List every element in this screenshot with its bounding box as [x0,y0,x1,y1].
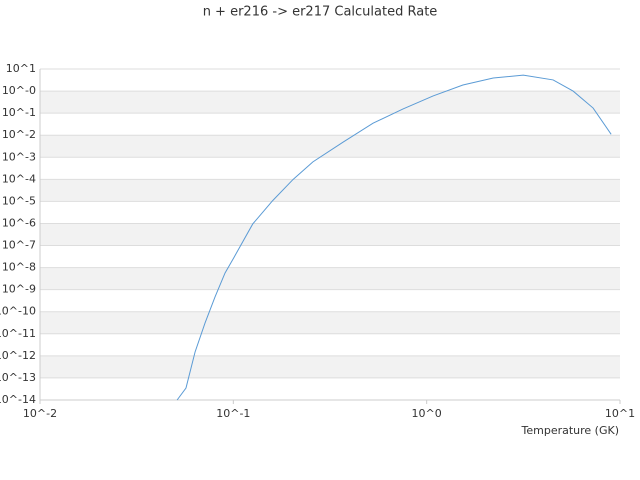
grid-band [40,267,620,290]
x-axis-label: Temperature (GK) [521,424,620,437]
y-tick-label: 10^-10 [0,305,36,318]
grid-band [40,91,620,114]
grid-band [40,135,620,158]
y-tick-label: 10^-13 [0,371,36,384]
y-tick-label: 10^-8 [2,261,36,274]
y-tick-label: 10^-7 [2,239,36,252]
grid-band [40,355,620,378]
y-tick-label: 10^-9 [2,283,36,296]
grid-band [40,179,620,202]
x-tick-label: 10^-1 [216,407,250,420]
y-tick-label: 10^-4 [2,172,36,185]
y-tick-label: 10^-12 [0,349,36,362]
y-tick-label: 10^-14 [0,393,36,406]
y-tick-label: 10^-6 [2,216,36,229]
y-tick-label: 10^-3 [2,150,36,163]
y-tick-label: 10^-5 [2,194,36,207]
data-line [176,74,612,401]
grid-band [40,311,620,334]
y-tick-label: 10^-0 [2,84,36,97]
y-tick-label: 10^-1 [2,106,36,119]
grid-band [40,223,620,246]
x-tick-label: 10^-2 [23,407,57,420]
y-tick-label: 10^-2 [2,128,36,141]
x-tick-label: 10^1 [605,407,635,420]
y-tick-label: 10^1 [6,62,36,75]
chart-title: n + er216 -> er217 Calculated Rate [203,5,438,20]
y-tick-label: 10^-11 [0,327,36,340]
x-tick-label: 10^0 [412,407,442,420]
